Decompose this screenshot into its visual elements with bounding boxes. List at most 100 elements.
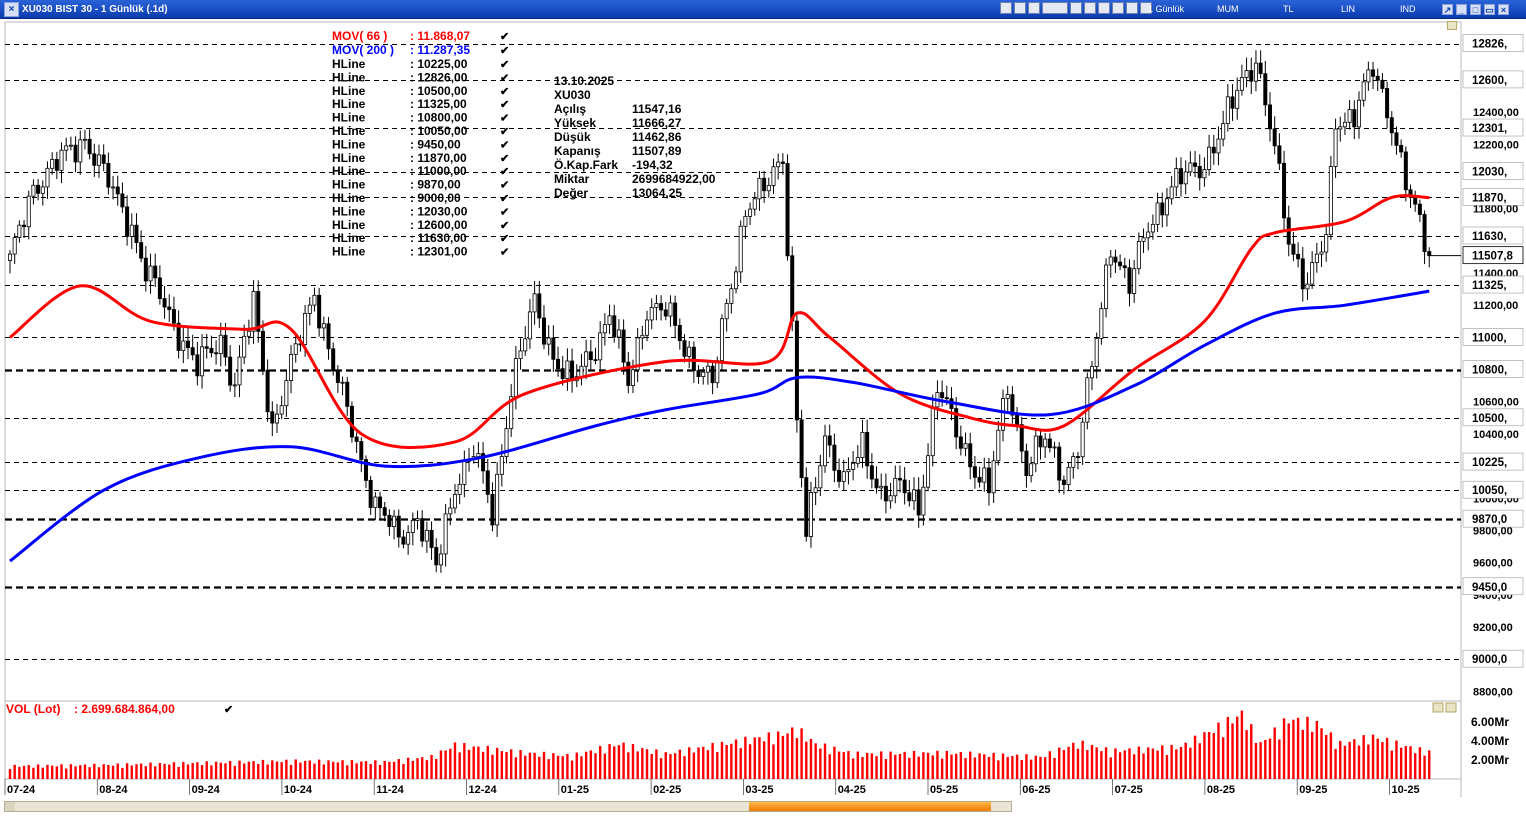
palette-icon[interactable]	[1014, 2, 1026, 14]
close-window-icon[interactable]: ×	[1498, 4, 1509, 15]
volume-bar	[271, 760, 274, 779]
panel-button[interactable]	[1432, 702, 1444, 713]
panel-button[interactable]	[1445, 702, 1457, 713]
candle-body	[1108, 256, 1113, 266]
candle-body	[523, 338, 528, 352]
candle-body	[1347, 109, 1352, 123]
candle-body	[1310, 262, 1315, 285]
menu-scale[interactable]: LIN	[1341, 4, 1356, 14]
restore-icon[interactable]: ↗	[1442, 4, 1453, 15]
candle	[958, 425, 963, 456]
candle-icon[interactable]	[1000, 2, 1012, 14]
volume-bar	[275, 761, 279, 779]
candle-body	[748, 208, 753, 217]
candle-body	[153, 265, 158, 279]
horizontal-scrollbar[interactable]	[4, 801, 1012, 812]
candle	[1141, 228, 1146, 254]
zoom-icon[interactable]	[1098, 2, 1110, 14]
volume-bar	[903, 751, 906, 779]
volume-bar	[509, 749, 513, 779]
candle-body	[1333, 128, 1338, 167]
candle	[982, 457, 987, 492]
candle-body	[954, 408, 959, 438]
candle-body	[616, 329, 621, 338]
candle-body	[26, 195, 31, 228]
minimize-icon[interactable]: _	[1456, 4, 1467, 15]
trend-line-icon[interactable]	[1126, 2, 1138, 14]
candle-body	[1225, 96, 1230, 124]
hline-label: 12301,	[1472, 123, 1507, 135]
volume-bar	[79, 765, 82, 779]
candle-body	[556, 358, 561, 370]
volume-bar	[1371, 734, 1375, 779]
candle-body	[420, 518, 425, 542]
volume-bar	[1128, 748, 1131, 779]
scroll-left-arrow-icon[interactable]	[5, 802, 15, 811]
volume-bar	[69, 764, 73, 779]
volume-bar	[1100, 751, 1103, 779]
candle-body	[485, 470, 490, 495]
candle	[387, 509, 392, 536]
candle	[410, 512, 415, 546]
candle-body	[780, 161, 785, 164]
volume-bar	[1072, 742, 1075, 779]
candle-body	[1015, 414, 1020, 426]
candle	[1263, 60, 1268, 116]
price-chart[interactable]: 12400,0012200,0011800,0011400,0011200,00…	[0, 19, 1526, 818]
check-icon[interactable]	[1112, 2, 1124, 14]
menu-currency[interactable]: TL	[1283, 4, 1294, 14]
hline-label: 9000,0	[1472, 654, 1507, 666]
menu-period[interactable]: 1 Günlük	[1148, 4, 1185, 14]
volume-bar	[650, 754, 653, 779]
format-icon[interactable]	[1028, 2, 1040, 14]
candle-body	[1385, 88, 1390, 119]
candle-body	[167, 306, 172, 310]
candle	[1113, 249, 1118, 273]
candle-body	[766, 185, 771, 192]
volume-bar	[678, 749, 682, 779]
candle-body	[668, 302, 673, 317]
maximize-icon[interactable]: □	[1470, 4, 1481, 15]
candle-body	[443, 513, 448, 555]
candle-body	[701, 371, 706, 378]
candle	[139, 230, 144, 263]
scrollbar-thumb[interactable]	[749, 802, 991, 811]
volume-bar	[566, 753, 569, 779]
candle-body	[87, 138, 92, 155]
candle-body	[340, 381, 345, 384]
menu-indicators[interactable]: IND	[1400, 4, 1416, 14]
panel-handle[interactable]	[1447, 21, 1457, 30]
grid-icon[interactable]	[1070, 2, 1082, 14]
mov200-label: MOV( 200 )	[332, 43, 394, 57]
volume-bar	[837, 751, 841, 779]
hline-legend-label: HLine	[332, 178, 366, 192]
volume-bar	[861, 757, 864, 779]
candle-body	[1141, 237, 1146, 242]
candle	[574, 364, 579, 388]
candle	[855, 445, 860, 468]
candle	[879, 473, 884, 500]
candle	[1394, 126, 1399, 155]
y-tick-label: 11200,00	[1473, 300, 1518, 312]
cursor-icon[interactable]	[1084, 2, 1096, 14]
candle-body	[1052, 446, 1057, 449]
candle-body	[274, 413, 279, 424]
volume-bar	[1325, 735, 1328, 779]
candle-body	[1047, 438, 1052, 449]
volume-bar	[734, 739, 738, 779]
candle-body	[214, 352, 219, 355]
volume-bar	[1404, 746, 1408, 779]
arrow-icon[interactable]	[1140, 2, 1152, 14]
volume-bar	[823, 743, 827, 779]
close-icon[interactable]: ×	[4, 2, 19, 17]
forward-icon[interactable]	[1042, 2, 1068, 14]
restore-down-icon[interactable]: ▭	[1484, 4, 1495, 15]
volume-bar	[322, 764, 326, 779]
candle	[504, 416, 509, 464]
candle	[551, 325, 556, 372]
candle	[476, 442, 481, 468]
candle-body	[335, 370, 340, 383]
candle	[687, 340, 692, 369]
menu-chart-type[interactable]: MUM	[1217, 4, 1239, 14]
volume-bar	[575, 752, 578, 779]
